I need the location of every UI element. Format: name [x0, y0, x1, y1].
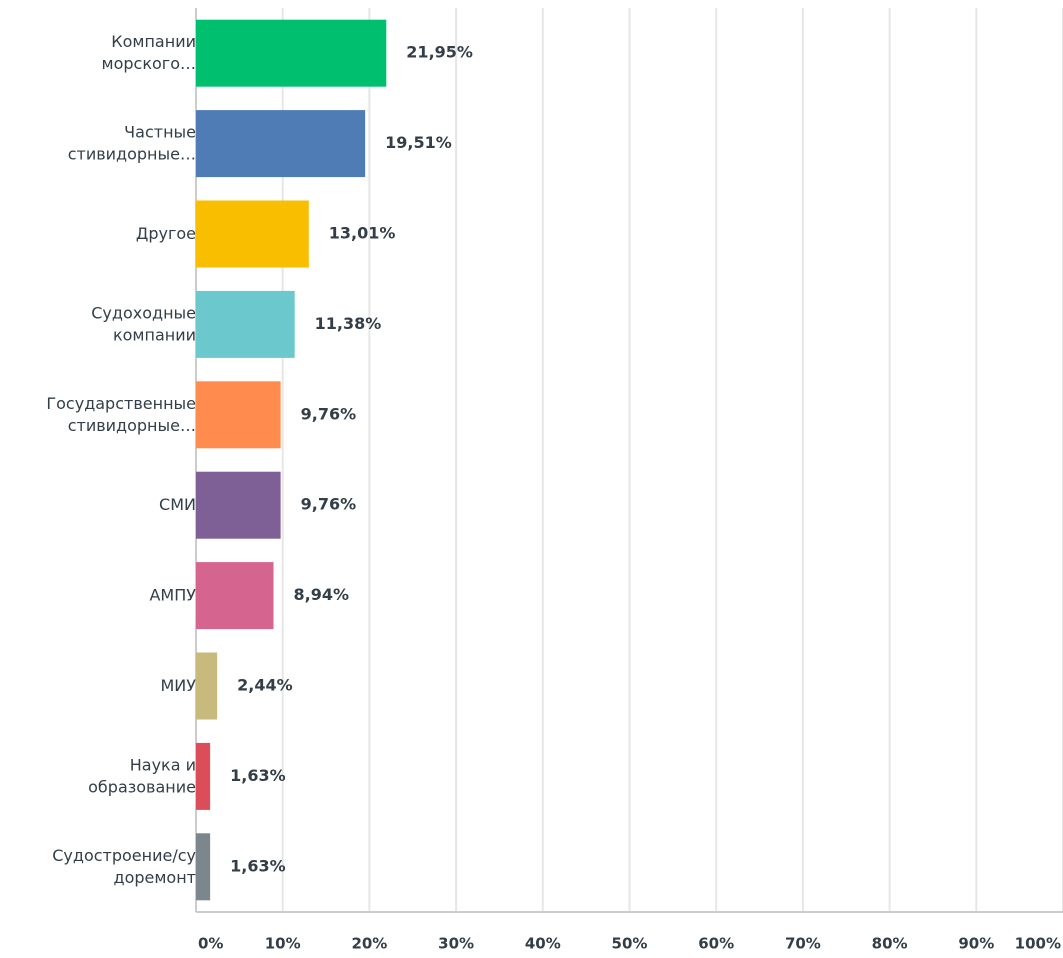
value-label: 9,76%: [301, 495, 357, 514]
bar: [196, 471, 281, 539]
value-label: 1,63%: [230, 766, 286, 785]
value-label: 19,51%: [385, 133, 452, 152]
value-label: 11,38%: [315, 314, 382, 333]
y-tick-label: СМИ: [159, 495, 196, 514]
value-label: 21,95%: [406, 43, 473, 62]
x-tick-label: 90%: [958, 935, 994, 953]
x-tick-label: 20%: [351, 935, 387, 953]
x-tick-label: 50%: [612, 935, 648, 953]
value-label: 8,94%: [294, 585, 350, 604]
bar: [196, 110, 366, 178]
y-tick-label: Наука и образование: [88, 755, 196, 796]
value-label: 1,63%: [230, 856, 286, 875]
y-tick-label: Судостроение/су доремонт: [52, 845, 196, 886]
bar: [196, 652, 218, 720]
value-label: 2,44%: [237, 676, 293, 695]
y-tick-label: Судоходные компании: [91, 303, 196, 344]
y-tick-label: Компании морского…: [102, 32, 196, 73]
value-label: 13,01%: [329, 224, 396, 243]
x-tick-label: 10%: [265, 935, 301, 953]
bar: [196, 381, 281, 449]
x-tick-label: 40%: [525, 935, 561, 953]
bar: [196, 562, 274, 630]
bar: [196, 19, 387, 87]
y-tick-label: МИУ: [160, 676, 196, 695]
y-tick-label: Частные стивидорные…: [68, 122, 196, 163]
bar: [196, 290, 295, 358]
bar: [196, 742, 211, 810]
y-tick-label: Государственные стивидорные…: [46, 393, 196, 434]
y-tick-label: АМПУ: [149, 585, 196, 604]
x-tick-label: 100%: [1015, 935, 1061, 953]
x-tick-label: 70%: [785, 935, 821, 953]
x-tick-label: 60%: [698, 935, 734, 953]
value-label: 9,76%: [301, 404, 357, 423]
x-tick-label: 30%: [438, 935, 474, 953]
x-tick-label: 80%: [872, 935, 908, 953]
y-tick-label: Другое: [136, 224, 196, 243]
bar: [196, 833, 211, 901]
bar: [196, 200, 309, 268]
x-tick-label: 0%: [198, 935, 223, 953]
